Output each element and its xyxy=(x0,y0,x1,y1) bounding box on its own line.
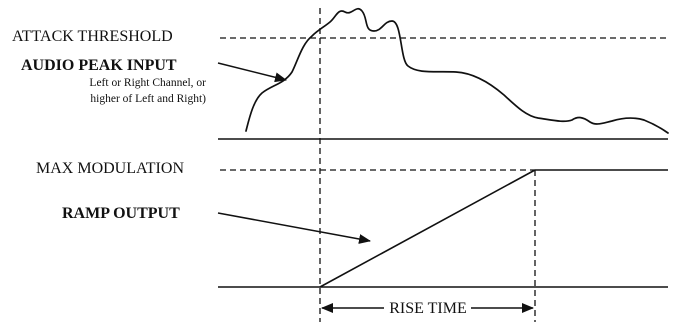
audio-peak-input-note-line1: Left or Right Channel, or xyxy=(89,77,206,89)
rise-time-label: RISE TIME xyxy=(389,300,466,317)
audio-peak-input-label: AUDIO PEAK INPUT xyxy=(21,57,177,74)
audio-peak-input-note-line2: higher of Left and Right) xyxy=(90,93,206,105)
ramp-output-line xyxy=(319,169,536,288)
ramp-output-arrow xyxy=(217,212,371,244)
audio-peak-input-arrow xyxy=(217,62,287,83)
max-modulation-label: MAX MODULATION xyxy=(36,160,184,177)
attack-threshold-label: ATTACK THRESHOLD xyxy=(12,28,173,45)
audio-peak-waveform xyxy=(245,7,669,134)
ramp-output-label: RAMP OUTPUT xyxy=(62,205,180,222)
